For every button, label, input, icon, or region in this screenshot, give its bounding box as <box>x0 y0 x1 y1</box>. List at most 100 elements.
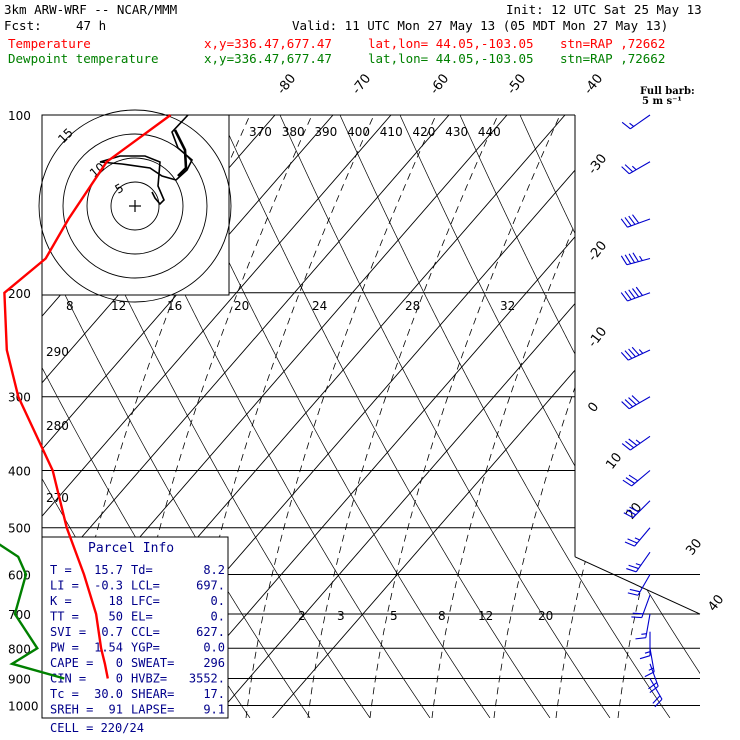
theta-e-label: 430 <box>445 125 468 139</box>
wind-barb-flag <box>621 401 630 410</box>
mixing-ratio-label: 12 <box>111 299 126 313</box>
isotherm-label: 10 <box>603 450 625 472</box>
isotherm-label: 0 <box>585 400 602 416</box>
parcel-key: CAPE = <box>50 656 93 670</box>
pressure-label: 1000 <box>8 699 39 713</box>
dry-adiabat-label: 270 <box>46 491 69 505</box>
isotherm-label: -10 <box>585 324 610 350</box>
parcel-value: 17. <box>203 687 225 701</box>
parcel-value: 15.7 <box>94 563 123 577</box>
wind-barb-flag <box>624 399 634 408</box>
theta-e-label: 390 <box>314 125 337 139</box>
parcel-info-box <box>41 536 229 719</box>
moist-adiabat-line <box>579 115 700 718</box>
moist-adiabat-line <box>279 115 611 718</box>
wind-barb-flag <box>635 286 643 296</box>
parcel-key: EL= <box>131 610 153 624</box>
parcel-value: 0 <box>116 672 123 686</box>
moist-adiabat-line <box>339 115 671 718</box>
dry-adiabat-line <box>493 115 685 718</box>
wind-barb-half-flag <box>635 439 641 444</box>
hodograph-ring <box>38 109 232 303</box>
isotherm-line <box>214 115 700 718</box>
temperature-station: stn=RAP ,72662 <box>560 36 666 51</box>
parcel-value: 8.2 <box>203 563 225 577</box>
theta-e-label: 410 <box>380 125 403 139</box>
isotherm-line <box>42 115 450 718</box>
parcel-key: K = <box>50 594 72 608</box>
pressure-label: 700 <box>8 608 31 622</box>
parcel-key: PW = <box>50 641 79 655</box>
pressure-label: 500 <box>8 522 31 536</box>
wind-barb-half-flag <box>634 537 640 541</box>
wind-barb-flag <box>635 637 646 640</box>
parcel-key: HVBZ= <box>131 672 167 686</box>
parcel-value: 30.0 <box>94 687 123 701</box>
parcel-value: 91 <box>109 703 123 717</box>
wind-barb-flag <box>628 253 636 263</box>
parcel-key: LFC= <box>131 594 160 608</box>
wind-barb-half-flag <box>635 563 641 566</box>
hodograph-ring <box>86 157 184 255</box>
dry-adiabat-line <box>431 115 623 718</box>
parcel-key: SREH = <box>50 703 93 717</box>
moist-adiabat-line <box>519 115 700 718</box>
forecast-hours: 47 h <box>76 18 107 33</box>
wind-barb-flag <box>631 616 642 619</box>
wind-barb-flag <box>624 254 632 264</box>
wind-barb-staff <box>634 527 651 547</box>
parcel-value: 296 <box>203 656 225 670</box>
parcel-key: SVI = <box>50 625 86 639</box>
parcel-value: 697. <box>196 579 225 593</box>
parcel-value: 1.54 <box>94 641 123 655</box>
parcel-key: YGP= <box>131 641 160 655</box>
parcel-value: 0 <box>116 656 123 670</box>
wind-barb-flag <box>620 292 628 302</box>
wind-barb-staff <box>626 257 651 266</box>
wind-barb-flag <box>632 288 640 298</box>
hodograph-trace <box>99 114 193 206</box>
wind-barb-flag <box>624 541 635 547</box>
wind-barb-flag <box>620 351 629 361</box>
wind-barb-flag <box>629 588 641 593</box>
moist-adiabat-line <box>399 115 700 718</box>
wind-barb-half-flag <box>644 651 651 654</box>
isotherm-line <box>42 115 44 718</box>
mixing-ratio-label: 16 <box>167 299 182 313</box>
pressure-label: 200 <box>8 287 31 301</box>
hodograph <box>38 109 232 303</box>
wind-barb-flag <box>627 592 639 596</box>
parcel-cell: CELL = 220/24 <box>50 721 144 735</box>
parcel-key: LAPSE= <box>131 703 174 717</box>
wind-barb-half-flag <box>631 165 637 171</box>
hodograph-ring <box>62 133 208 279</box>
wind-barb-flag <box>625 477 635 484</box>
mixing-ratio-label: 20 <box>538 609 553 623</box>
isotherm-label: -20 <box>585 238 610 264</box>
wind-barb-flag <box>624 290 632 300</box>
wind-barb-flag <box>621 443 631 451</box>
dry-adiabat-label: 280 <box>46 419 69 433</box>
barb-legend-line2: 5 m s⁻¹ <box>642 96 682 107</box>
wind-barb-flag <box>621 121 631 130</box>
wind-barbs <box>620 114 663 708</box>
wind-barb-flag <box>644 671 655 678</box>
mixing-ratio-label: 20 <box>234 299 249 313</box>
isotherm-label: -60 <box>427 71 452 97</box>
wind-barb-flag <box>620 255 628 266</box>
parcel-key: Td= <box>131 563 153 577</box>
isotherm-line <box>156 115 682 718</box>
barb-legend-line1: Full barb: <box>640 86 695 97</box>
dewpoint-profile <box>0 543 65 680</box>
mixing-ratio-label: 28 <box>405 299 420 313</box>
dewpoint-legend: Dewpoint temperature <box>8 51 159 66</box>
mixing-ratio-label: 12 <box>478 609 493 623</box>
wind-barb-flag <box>628 438 638 446</box>
isotherm-label: 30 <box>683 536 705 558</box>
parcel-value: 0. <box>211 610 225 624</box>
moist-adiabat-line <box>459 115 700 718</box>
parcel-key: LCL= <box>131 579 160 593</box>
parcel-value: 9.1 <box>203 703 225 717</box>
wind-barb-flag <box>631 395 640 404</box>
